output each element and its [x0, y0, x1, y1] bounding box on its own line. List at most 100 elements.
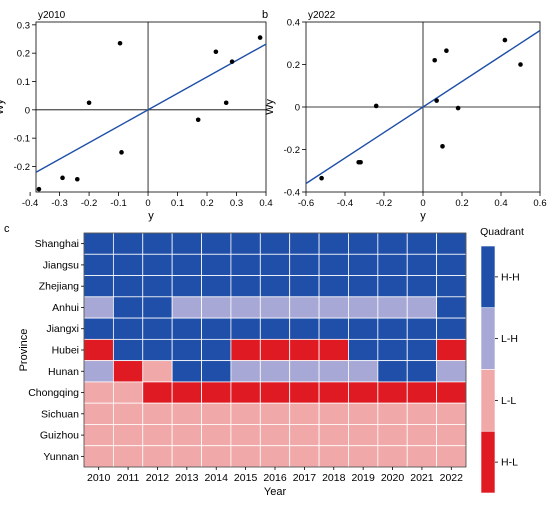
heatmap-cell — [318, 360, 349, 383]
heatmap-cell — [436, 296, 467, 319]
legend-swatch — [480, 307, 496, 370]
heatmap-cell — [406, 317, 438, 340]
heatmap-cell — [436, 381, 467, 404]
heatmap-cell — [377, 402, 408, 425]
heatmap-cell — [436, 232, 467, 255]
heatmap-cell — [259, 232, 291, 255]
heatmap-cell — [318, 338, 349, 362]
heatmap-cell — [112, 232, 144, 255]
heatmap-cell — [318, 381, 349, 404]
heatmap-cell — [201, 296, 232, 319]
regression-line-a — [35, 43, 267, 173]
x-tick-label-a: 0.1 — [171, 198, 184, 209]
year-label: 2013 — [175, 472, 199, 484]
heatmap-cell — [230, 275, 261, 298]
heatmap-cell — [289, 296, 320, 319]
heatmap-cell — [289, 445, 320, 468]
heatmap-cell — [348, 232, 379, 255]
heatmap-cell — [83, 338, 114, 362]
heatmap-cell — [348, 253, 379, 276]
heatmap-cell — [112, 296, 144, 319]
heatmap-cell — [230, 253, 261, 276]
heatmap-cell — [289, 232, 320, 255]
data-point-b — [455, 105, 461, 111]
x-tick-label-a: 0 — [145, 198, 150, 209]
data-point-b — [502, 37, 508, 43]
data-point-a — [229, 59, 235, 64]
heatmap-cell — [289, 338, 320, 362]
heatmap-cell — [201, 445, 232, 468]
heatmap-cell — [377, 232, 408, 255]
heatmap-cell — [230, 445, 261, 468]
year-label: 2014 — [205, 472, 229, 484]
heatmap-cell — [318, 424, 349, 447]
heatmap-cell — [406, 424, 438, 447]
heatmap-cell — [289, 253, 320, 276]
data-point-a — [117, 40, 123, 46]
y-tick-label-b: 0 — [295, 103, 300, 114]
heatmap-cell — [259, 296, 291, 319]
year-label: 2021 — [410, 472, 434, 484]
heatmap-cell — [377, 381, 408, 404]
heatmap-cell — [142, 402, 173, 425]
y-axis-label-b: Wy — [264, 99, 276, 115]
heatmap-cell — [171, 381, 202, 404]
heatmap-cell — [318, 402, 349, 425]
heatmap-cell — [201, 253, 232, 276]
x-axis-label-a: y — [148, 210, 154, 222]
heatmap-cell — [171, 275, 202, 298]
province-label: Chongqing — [28, 387, 79, 399]
x-tick-label-b: 0.6 — [533, 198, 546, 209]
heatmap-cell — [377, 360, 408, 383]
heatmap-cell — [406, 445, 438, 468]
heatmap-cell — [318, 275, 349, 298]
heatmap-cell — [406, 275, 438, 298]
heatmap-cell — [289, 275, 320, 298]
heatmap-cell — [142, 381, 173, 404]
data-point-a — [60, 175, 65, 181]
heatmap-cell — [436, 253, 467, 276]
y-tick-label-a: 0.3 — [17, 20, 30, 31]
heatmap-cell — [259, 253, 291, 276]
heatmap-cell — [201, 317, 232, 340]
heatmap-cell — [83, 317, 114, 340]
heatmap-cell — [201, 232, 232, 255]
heatmap-cell — [142, 317, 173, 340]
legend-label: H-H — [501, 271, 520, 283]
heatmap-cell — [230, 424, 261, 447]
panel-title-b: y2022 — [308, 10, 336, 21]
heatmap-cell — [112, 360, 144, 383]
heatmap-cell — [377, 275, 408, 298]
heatmap-cell — [406, 338, 438, 362]
heatmap-cell — [201, 275, 232, 298]
x-tick-label-b: -0.6 — [298, 198, 314, 209]
heatmap-cell — [201, 360, 232, 383]
heatmap-cell — [377, 253, 408, 276]
data-point-a — [74, 176, 80, 182]
data-point-a — [195, 117, 201, 123]
x-tick-label-a: -0.1 — [110, 198, 126, 209]
heatmap-cell — [406, 402, 438, 425]
heatmap-cell — [112, 275, 144, 298]
heatmap-cell — [259, 275, 291, 298]
province-label: Yunnan — [43, 451, 79, 463]
province-label: Anhui — [52, 302, 79, 314]
heatmap-cell — [259, 338, 291, 362]
heatmap-cell — [142, 338, 173, 362]
y-tick-label-a: 0.2 — [17, 49, 30, 60]
heatmap-cell — [259, 445, 291, 468]
heatmap-cell — [230, 338, 261, 362]
heatmap-cell — [201, 338, 232, 362]
heatmap-cell — [406, 253, 438, 276]
heatmap-cell — [230, 296, 261, 319]
data-point-a — [257, 35, 263, 40]
heatmap-cell — [171, 424, 202, 447]
province-label: Jiangsu — [43, 259, 79, 271]
year-label: 2019 — [351, 472, 375, 484]
year-label: 2022 — [440, 472, 464, 484]
heatmap-cell — [377, 445, 408, 468]
data-point-b — [444, 48, 449, 53]
heatmap-cell — [142, 253, 173, 276]
heatmap-cell — [318, 253, 349, 276]
